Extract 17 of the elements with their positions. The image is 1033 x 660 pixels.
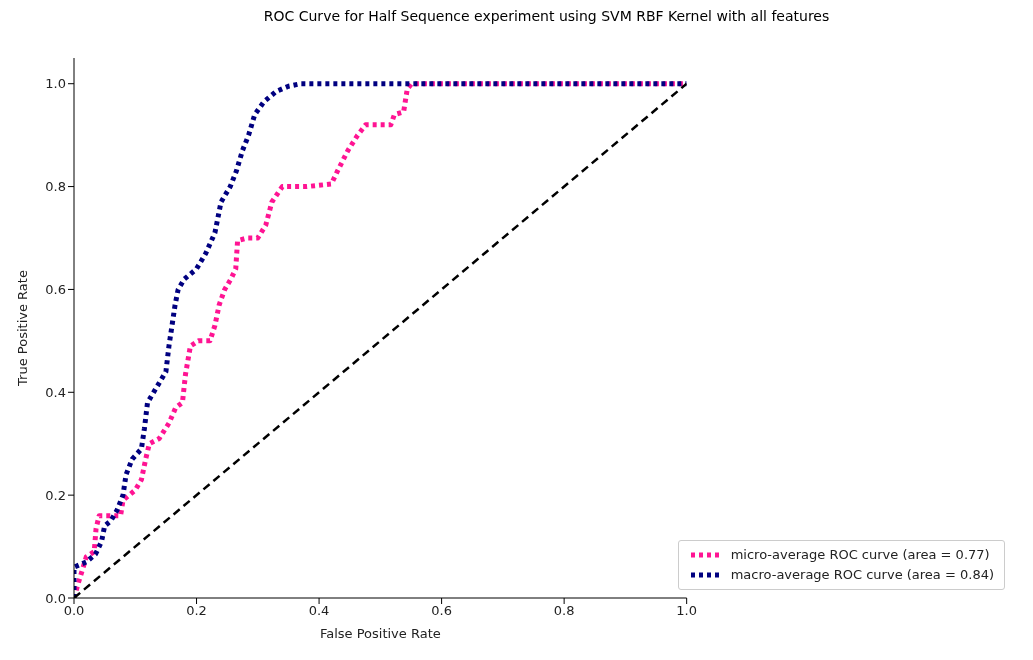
y-tick-label: 0.0 [45, 590, 66, 606]
chart-title: ROC Curve for Half Sequence experiment using SVM RBF Kernel with all features [262, 8, 831, 26]
x-tick-label: 1.0 [676, 603, 697, 619]
y-tick-label: 0.6 [45, 282, 66, 298]
x-tick-label: 0.4 [308, 603, 330, 619]
y-tick-label: 1.0 [45, 76, 66, 92]
x-tick-label: 0.6 [431, 603, 452, 619]
legend-label: macro-average ROC curve (area = 0.84) [730, 566, 994, 584]
y-tick-label: 0.4 [45, 384, 66, 400]
y-tick-label: 0.8 [45, 179, 66, 195]
legend-label: micro-average ROC curve (area = 0.77) [730, 546, 990, 564]
y-axis-title: True Positive Rate [14, 270, 30, 387]
x-tick-label: 0.0 [63, 603, 85, 619]
x-tick-label: 0.8 [553, 603, 575, 619]
x-tick-label: 0.2 [186, 603, 207, 619]
y-tick-label: 0.2 [45, 487, 66, 503]
x-axis-title: False Positive Rate [319, 626, 441, 641]
